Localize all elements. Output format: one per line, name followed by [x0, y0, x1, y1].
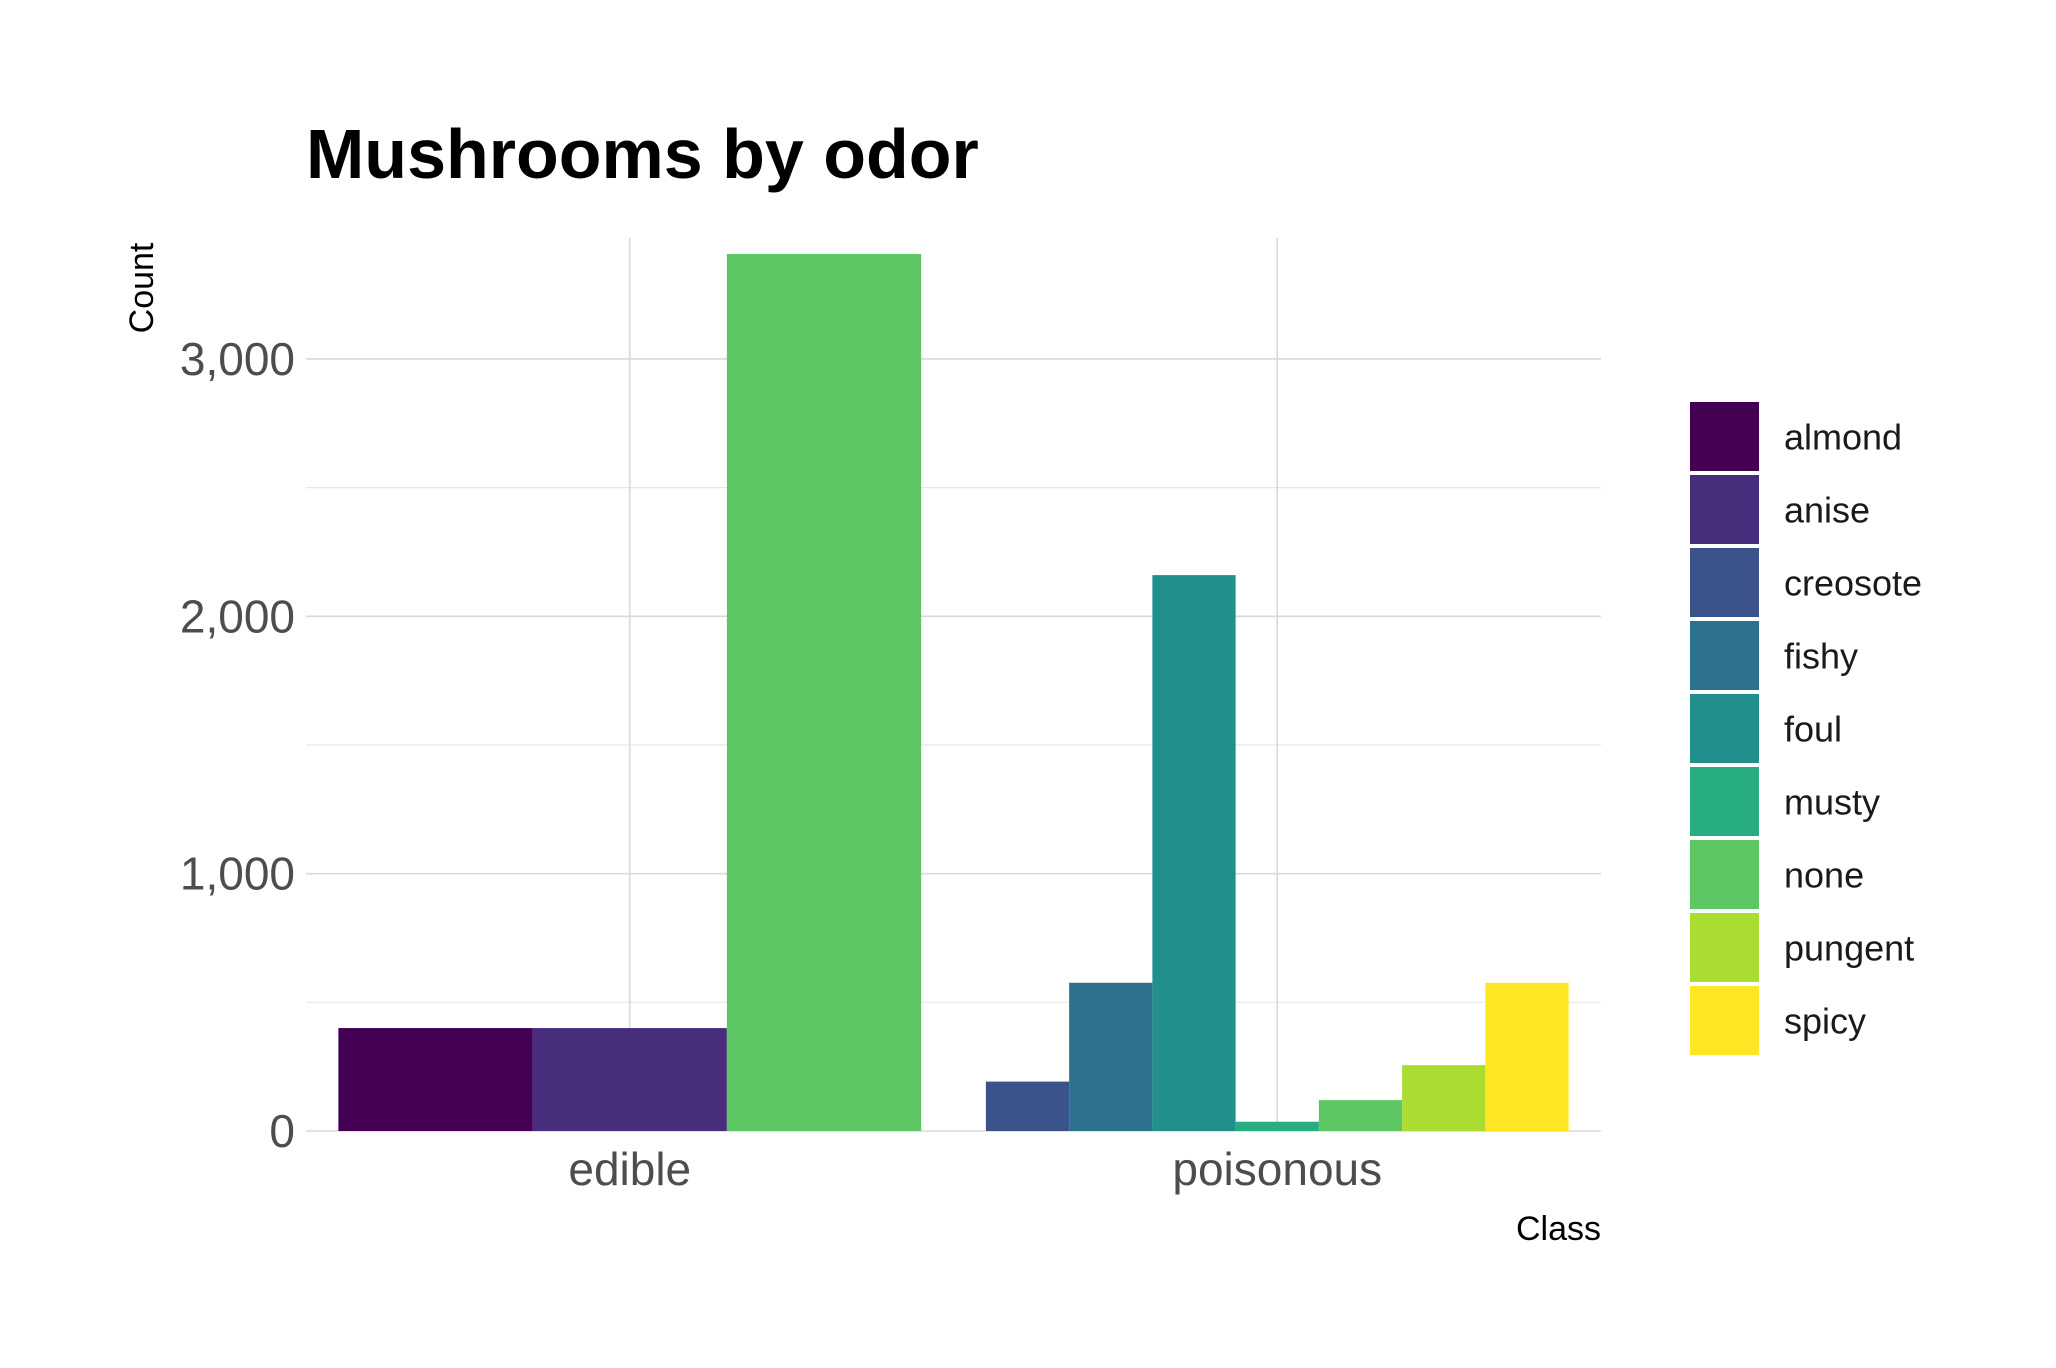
bars	[338, 253, 1569, 1131]
legend-key-foul	[1690, 694, 1759, 763]
x-tick-labels: edible poisonous	[568, 1143, 1382, 1195]
legend-key-anise	[1690, 475, 1759, 544]
bar-poisonous-pungent	[1402, 1065, 1486, 1131]
bar-poisonous-fishy	[1069, 982, 1153, 1131]
bar-poisonous-foul	[1152, 575, 1236, 1131]
bar-poisonous-spicy	[1485, 982, 1569, 1131]
y-tick-label: 2,000	[180, 590, 295, 642]
legend-label-pungent: pungent	[1784, 928, 1914, 969]
x-tick-label: edible	[568, 1143, 691, 1195]
legend-key-almond	[1690, 402, 1759, 471]
legend-label-almond: almond	[1784, 417, 1902, 458]
grid-lines	[306, 238, 1601, 1132]
legend-label-anise: anise	[1784, 490, 1870, 531]
bar-edible-none	[726, 253, 922, 1131]
chart-title: Mushrooms by odor	[306, 115, 979, 193]
y-tick-labels: 0 1,000 2,000 3,000	[180, 333, 295, 1157]
legend-label-none: none	[1784, 855, 1864, 896]
legend-key-none	[1690, 840, 1759, 909]
x-axis-title: Class	[1516, 1210, 1601, 1248]
legend-key-creosote	[1690, 548, 1759, 617]
bar-poisonous-musty	[1235, 1121, 1319, 1131]
legend-label-creosote: creosote	[1784, 563, 1922, 604]
y-tick-label: 0	[269, 1105, 295, 1157]
legend-label-fishy: fishy	[1784, 636, 1858, 677]
bar-edible-almond	[338, 1028, 533, 1131]
y-tick-label: 1,000	[180, 848, 295, 900]
bar-edible-anise	[532, 1028, 727, 1131]
bar-poisonous-creosote	[985, 1081, 1070, 1131]
legend: almond anise creosote fishy foul musty none pun…	[1690, 402, 1922, 1055]
x-tick-label: poisonous	[1172, 1143, 1382, 1195]
y-axis-title: Count	[123, 242, 161, 333]
y-tick-label: 3,000	[180, 333, 295, 385]
bar-poisonous-none	[1318, 1100, 1403, 1131]
legend-key-pungent	[1690, 913, 1759, 982]
legend-key-musty	[1690, 767, 1759, 836]
legend-label-musty: musty	[1784, 782, 1880, 823]
legend-label-foul: foul	[1784, 709, 1842, 750]
legend-key-spicy	[1690, 986, 1759, 1055]
legend-key-fishy	[1690, 621, 1759, 690]
legend-label-spicy: spicy	[1784, 1001, 1866, 1042]
